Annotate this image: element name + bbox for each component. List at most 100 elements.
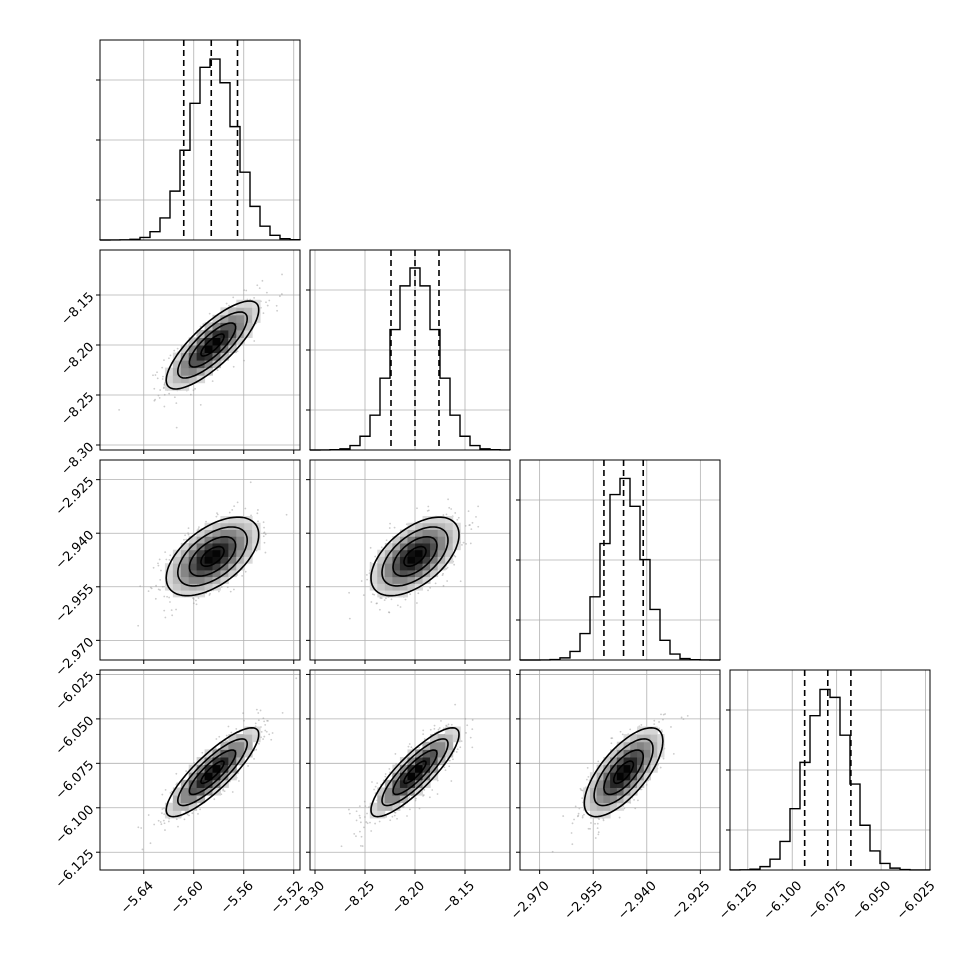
y-tick-label: −2.955 (53, 581, 98, 626)
sample-point (281, 711, 284, 714)
density-cell (172, 352, 182, 361)
sample-point (263, 735, 266, 738)
sample-point (573, 818, 575, 821)
density-cell (630, 787, 638, 796)
density-cell (399, 529, 408, 537)
sample-point (225, 734, 228, 737)
density-cell (220, 549, 229, 557)
contour-level-1 (188, 749, 237, 796)
y-tick-label: −8.30 (59, 440, 98, 479)
sample-point (157, 562, 159, 565)
x-tick-label: −5.64 (118, 878, 157, 917)
sample-point (359, 821, 362, 824)
density-cell (188, 764, 198, 773)
density-cell (212, 322, 221, 331)
sample-point (173, 349, 176, 352)
contour-level-1 (603, 749, 644, 796)
y-tick-label: −2.940 (53, 528, 98, 573)
sample-point (406, 815, 408, 817)
y-tick-label: −6.125 (53, 847, 98, 892)
sample-point (175, 772, 178, 775)
density-cell (220, 536, 229, 544)
density-cell (220, 563, 229, 571)
sample-point (454, 512, 457, 514)
density-cell (252, 726, 261, 735)
density-cell (196, 772, 206, 781)
density-cell (236, 563, 245, 571)
density-cell (650, 726, 658, 735)
sample-point (168, 357, 170, 360)
density-cell (204, 756, 213, 766)
sample-point (469, 542, 472, 545)
sample-point (578, 807, 581, 810)
density-cell (212, 756, 221, 766)
density-cell (244, 322, 253, 331)
sample-point (416, 507, 418, 510)
y-tick-label: −2.970 (53, 635, 98, 680)
density-cell (236, 549, 245, 557)
density-cell (212, 576, 221, 584)
density-cell (236, 516, 245, 524)
density-cell (204, 352, 213, 361)
sample-point (602, 819, 605, 822)
histogram-3 (729, 688, 931, 871)
sample-point (422, 733, 425, 736)
density-cell (172, 787, 182, 796)
density-cell (188, 576, 198, 584)
sample-point (597, 833, 600, 836)
sample-point (147, 590, 150, 592)
contour-level-3 (165, 726, 260, 818)
sample-point (183, 538, 185, 541)
sample-point (250, 514, 252, 517)
sample-point (454, 555, 457, 558)
sample-point (389, 522, 391, 525)
density-cell (188, 556, 198, 564)
contour-level-1 (392, 749, 438, 796)
sample-point (215, 738, 218, 740)
sample-point (216, 513, 219, 516)
panel-frame (519, 669, 721, 871)
density-cell (188, 375, 198, 384)
panel-frame (729, 669, 931, 871)
sample-point (471, 746, 474, 749)
density-cell (630, 756, 638, 766)
sample-point (390, 598, 393, 601)
sample-point (257, 520, 259, 523)
density-cell (188, 563, 198, 571)
sample-point (164, 789, 167, 791)
sample-point (161, 812, 163, 815)
sample-point (633, 798, 635, 801)
density-cell (220, 337, 229, 346)
density-cell (399, 764, 408, 773)
density-cell (384, 576, 393, 584)
density-cell (188, 352, 198, 361)
density-cell (603, 787, 611, 796)
panel-content (520, 670, 720, 870)
sample-point (217, 590, 220, 593)
sample-point (192, 602, 195, 605)
density-cell (196, 549, 206, 557)
sample-point (218, 735, 221, 738)
panel-frame (309, 249, 511, 451)
sample-point (161, 793, 164, 796)
density-cell (204, 536, 213, 544)
histogram-1 (309, 267, 511, 451)
density-cell (437, 549, 446, 557)
density-cell (212, 352, 221, 361)
sample-point (229, 590, 232, 593)
density-cell (422, 529, 431, 537)
contour-level-2 (176, 526, 249, 587)
density-cell (188, 360, 198, 369)
sample-point (629, 728, 632, 731)
density-cell (392, 772, 401, 781)
sample-point (378, 608, 381, 611)
density-cell (188, 772, 198, 781)
sample-point (385, 539, 388, 542)
y-tick-label: −6.100 (53, 802, 98, 847)
sample-point (260, 736, 262, 739)
sample-point (243, 289, 246, 292)
sample-point (137, 826, 140, 829)
density-cell (228, 569, 237, 578)
density-cell (196, 756, 206, 766)
